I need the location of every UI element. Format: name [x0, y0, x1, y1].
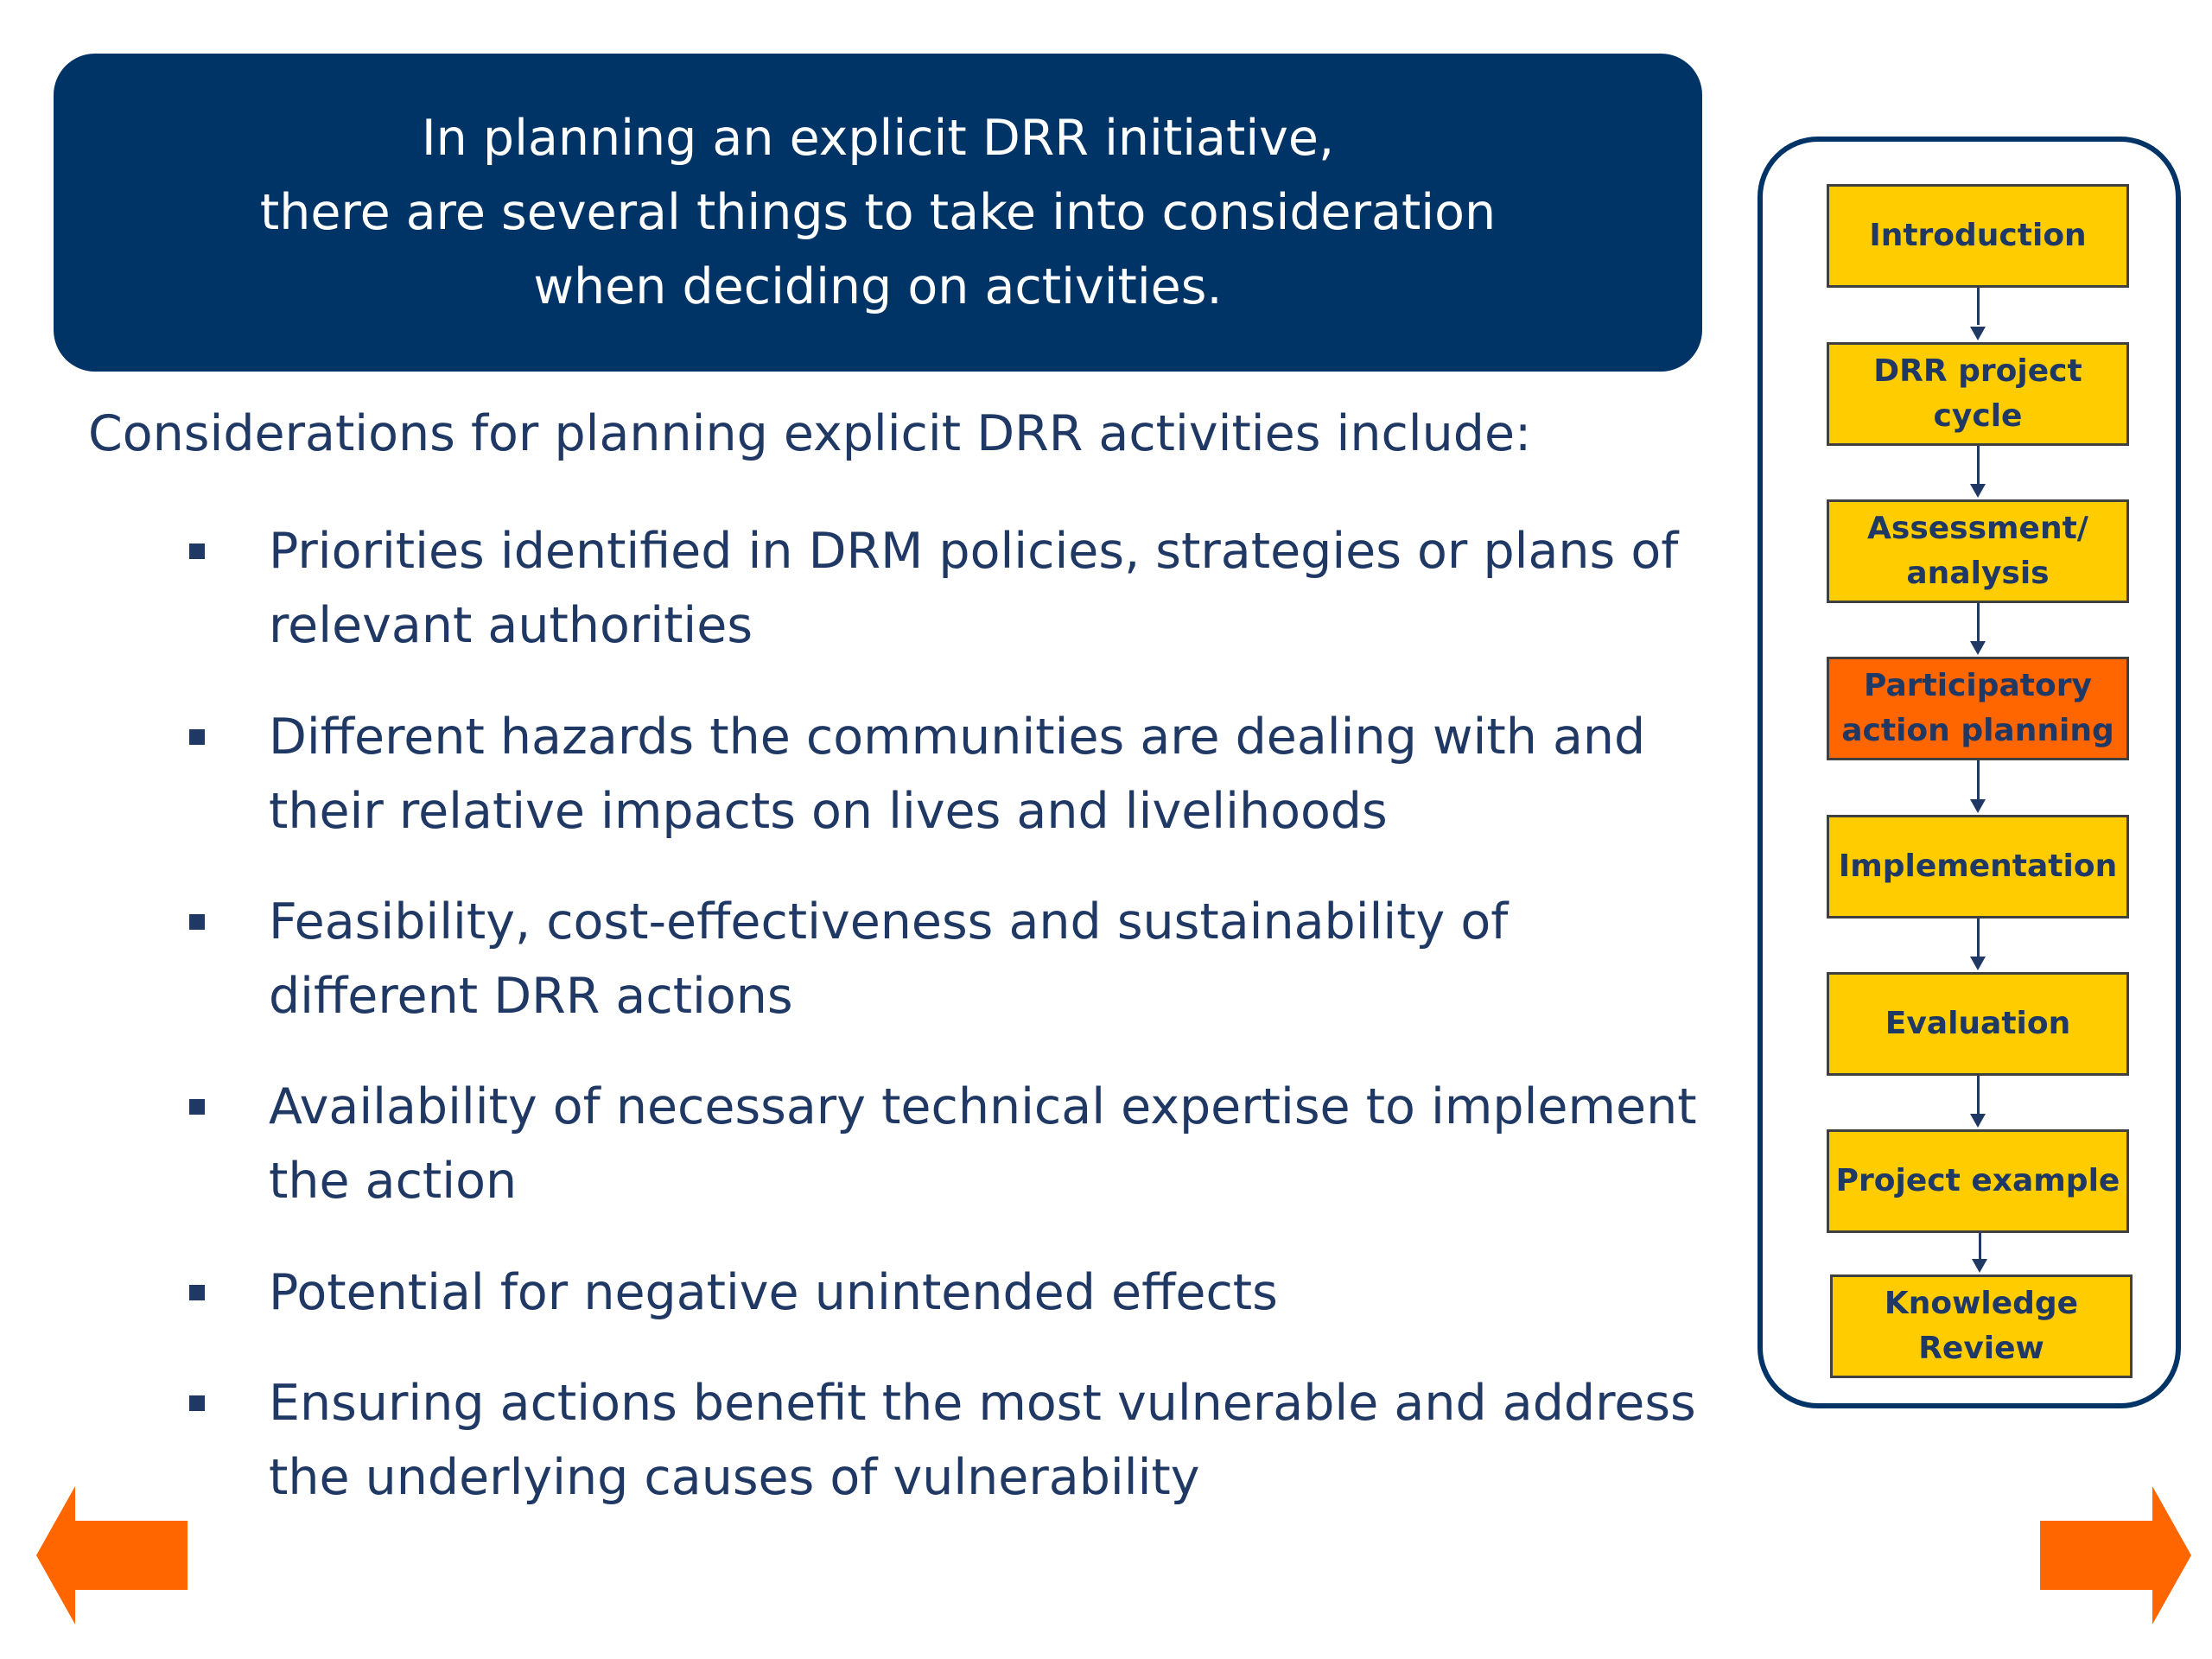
flow-step-introduction[interactable]: Introduction: [1827, 184, 2129, 288]
next-button[interactable]: [2036, 1486, 2191, 1624]
flow-step-label: Implementation: [1838, 849, 2118, 884]
flow-connector: [1977, 918, 1980, 957]
flow-arrow-icon: [1972, 1259, 1987, 1273]
flow-step-evaluation[interactable]: Evaluation: [1827, 972, 2129, 1076]
flow-connector: [1977, 446, 1980, 484]
list-item-text: Different hazards the communities are de…: [269, 709, 1646, 840]
flow-connector: [1977, 760, 1980, 799]
bullet-marker: [189, 1395, 205, 1411]
bullet-marker: [189, 543, 205, 559]
project-cycle-frame: [1758, 137, 2181, 1408]
bullet-marker: [189, 1099, 205, 1115]
flow-arrow-icon: [1970, 799, 1986, 813]
flow-arrow-icon: [1970, 327, 1986, 340]
flow-step-label: analysis: [1906, 556, 2050, 591]
flow-connector: [1979, 1233, 1981, 1259]
flow-step-drr-project-cycle[interactable]: DRR project cycle: [1827, 342, 2129, 446]
flow-step-implementation[interactable]: Implementation: [1827, 815, 2129, 918]
flow-step-label: cycle: [1933, 398, 2023, 434]
banner-line: In planning an explicit DRR initiative,: [421, 110, 1335, 167]
list-item-text: Ensuring actions benefit the most vulner…: [269, 1375, 1696, 1506]
flow-arrow-icon: [1970, 957, 1986, 970]
flow-step-label: action planning: [1841, 713, 2114, 748]
flow-arrow-icon: [1970, 1114, 1986, 1128]
flow-step-assessment-analysis[interactable]: Assessment/ analysis: [1827, 499, 2129, 603]
arrow-right-icon: [2040, 1486, 2191, 1624]
banner-line: there are several things to take into co…: [259, 184, 1497, 241]
bullet-marker: [189, 914, 205, 930]
flow-step-project-example[interactable]: Project example: [1827, 1129, 2129, 1233]
header-banner: In planning an explicit DRR initiative, …: [54, 54, 1702, 372]
list-item-text: Priorities identified in DRM policies, s…: [269, 523, 1679, 654]
list-item-text: Availability of necessary technical expe…: [269, 1078, 1697, 1210]
flow-step-label: Knowledge: [1884, 1286, 2079, 1321]
flow-step-label: Evaluation: [1885, 1006, 2071, 1041]
flow-step-knowledge-review[interactable]: Knowledge Review: [1830, 1274, 2133, 1378]
flow-step-label: Project example: [1835, 1163, 2120, 1198]
list-item-text: Potential for negative unintended effect…: [269, 1264, 1278, 1321]
intro-text: Considerations for planning explicit DRR…: [88, 405, 1532, 462]
flow-step-label: Review: [1918, 1331, 2044, 1366]
flow-connector: [1977, 603, 1980, 641]
bullet-marker: [189, 729, 205, 745]
flow-connector: [1977, 1076, 1980, 1114]
flow-step-label: Assessment/: [1867, 511, 2088, 546]
flow-step-label: DRR project: [1873, 353, 2082, 389]
bullet-marker: [189, 1285, 205, 1300]
flow-connector: [1977, 288, 1980, 325]
flow-step-participatory-action-planning[interactable]: Participatory action planning: [1827, 657, 2129, 760]
previous-button[interactable]: [36, 1486, 192, 1624]
list-item-text: Feasibility, cost-effectiveness and sust…: [269, 893, 1509, 1025]
flow-arrow-icon: [1970, 484, 1986, 498]
flow-step-label: Introduction: [1869, 218, 2087, 253]
flow-arrow-icon: [1970, 641, 1986, 655]
arrow-left-icon: [36, 1486, 188, 1624]
flow-step-label: Participatory: [1864, 668, 2092, 703]
banner-line: when deciding on activities.: [533, 258, 1223, 315]
